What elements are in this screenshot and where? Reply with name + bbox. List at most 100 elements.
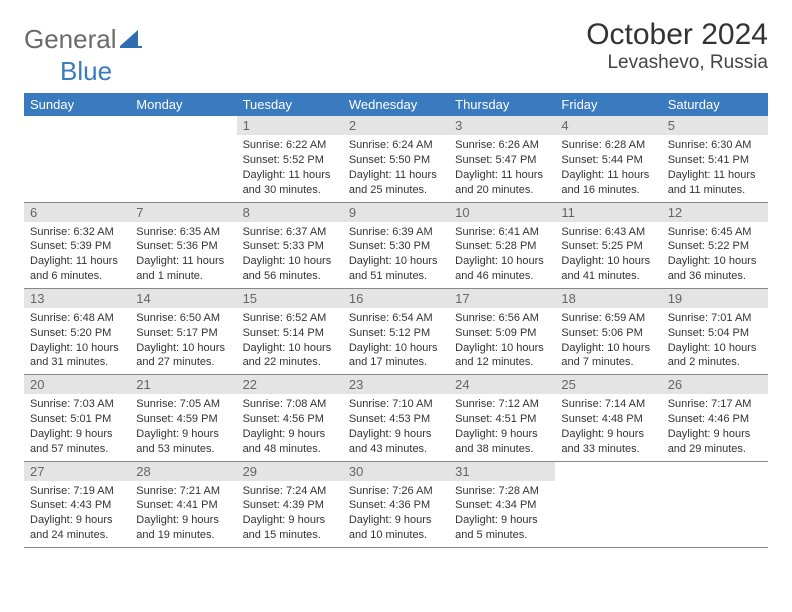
day-info: Sunrise: 7:05 AMSunset: 4:59 PMDaylight:… xyxy=(130,394,236,460)
sunset-text: Sunset: 5:47 PM xyxy=(455,153,549,168)
day-info: Sunrise: 7:17 AMSunset: 4:46 PMDaylight:… xyxy=(662,394,768,460)
day-number: 4 xyxy=(555,116,661,135)
calendar-cell: . xyxy=(24,116,130,202)
sunrise-text: Sunrise: 6:56 AM xyxy=(455,311,549,326)
day-number: 16 xyxy=(343,289,449,308)
calendar-week: ..1Sunrise: 6:22 AMSunset: 5:52 PMDaylig… xyxy=(24,116,768,202)
day-number: 19 xyxy=(662,289,768,308)
day-info: Sunrise: 7:26 AMSunset: 4:36 PMDaylight:… xyxy=(343,481,449,547)
sunset-text: Sunset: 5:25 PM xyxy=(561,239,655,254)
sunrise-text: Sunrise: 6:41 AM xyxy=(455,225,549,240)
calendar-cell: . xyxy=(130,116,236,202)
sunset-text: Sunset: 5:36 PM xyxy=(136,239,230,254)
day-number: 22 xyxy=(237,375,343,394)
calendar-cell: 4Sunrise: 6:28 AMSunset: 5:44 PMDaylight… xyxy=(555,116,661,202)
day-header: Saturday xyxy=(662,93,768,116)
calendar-cell: 13Sunrise: 6:48 AMSunset: 5:20 PMDayligh… xyxy=(24,288,130,374)
day-number: 15 xyxy=(237,289,343,308)
sunrise-text: Sunrise: 7:14 AM xyxy=(561,397,655,412)
sunset-text: Sunset: 5:28 PM xyxy=(455,239,549,254)
sunset-text: Sunset: 4:48 PM xyxy=(561,412,655,427)
daylight-text: Daylight: 11 hours and 1 minute. xyxy=(136,254,230,284)
sunrise-text: Sunrise: 7:05 AM xyxy=(136,397,230,412)
daylight-text: Daylight: 9 hours and 33 minutes. xyxy=(561,427,655,457)
calendar-cell: 1Sunrise: 6:22 AMSunset: 5:52 PMDaylight… xyxy=(237,116,343,202)
day-info: Sunrise: 6:50 AMSunset: 5:17 PMDaylight:… xyxy=(130,308,236,374)
calendar-cell: 22Sunrise: 7:08 AMSunset: 4:56 PMDayligh… xyxy=(237,375,343,461)
calendar-cell: 9Sunrise: 6:39 AMSunset: 5:30 PMDaylight… xyxy=(343,202,449,288)
sunrise-text: Sunrise: 6:24 AM xyxy=(349,138,443,153)
daylight-text: Daylight: 11 hours and 11 minutes. xyxy=(668,168,762,198)
sunset-text: Sunset: 5:09 PM xyxy=(455,326,549,341)
daylight-text: Daylight: 9 hours and 38 minutes. xyxy=(455,427,549,457)
sunrise-text: Sunrise: 6:52 AM xyxy=(243,311,337,326)
sunset-text: Sunset: 4:41 PM xyxy=(136,498,230,513)
day-info: Sunrise: 6:26 AMSunset: 5:47 PMDaylight:… xyxy=(449,135,555,201)
title-block: October 2024 Levashevo, Russia xyxy=(586,18,768,74)
calendar-cell: 24Sunrise: 7:12 AMSunset: 4:51 PMDayligh… xyxy=(449,375,555,461)
calendar-cell: 15Sunrise: 6:52 AMSunset: 5:14 PMDayligh… xyxy=(237,288,343,374)
location-label: Levashevo, Russia xyxy=(586,52,768,74)
day-info: Sunrise: 7:19 AMSunset: 4:43 PMDaylight:… xyxy=(24,481,130,547)
sunset-text: Sunset: 4:36 PM xyxy=(349,498,443,513)
day-number: 17 xyxy=(449,289,555,308)
day-header: Tuesday xyxy=(237,93,343,116)
sunset-text: Sunset: 4:56 PM xyxy=(243,412,337,427)
day-info: Sunrise: 7:28 AMSunset: 4:34 PMDaylight:… xyxy=(449,481,555,547)
day-header: Friday xyxy=(555,93,661,116)
day-info: Sunrise: 6:48 AMSunset: 5:20 PMDaylight:… xyxy=(24,308,130,374)
day-number: 10 xyxy=(449,203,555,222)
day-info: Sunrise: 7:21 AMSunset: 4:41 PMDaylight:… xyxy=(130,481,236,547)
day-info: Sunrise: 6:30 AMSunset: 5:41 PMDaylight:… xyxy=(662,135,768,201)
day-number: 14 xyxy=(130,289,236,308)
sunset-text: Sunset: 5:14 PM xyxy=(243,326,337,341)
sunset-text: Sunset: 5:30 PM xyxy=(349,239,443,254)
day-header-row: SundayMondayTuesdayWednesdayThursdayFrid… xyxy=(24,93,768,116)
sunrise-text: Sunrise: 6:22 AM xyxy=(243,138,337,153)
sunrise-text: Sunrise: 7:26 AM xyxy=(349,484,443,499)
day-info: Sunrise: 6:59 AMSunset: 5:06 PMDaylight:… xyxy=(555,308,661,374)
sunrise-text: Sunrise: 6:35 AM xyxy=(136,225,230,240)
sunset-text: Sunset: 5:17 PM xyxy=(136,326,230,341)
calendar-cell: 19Sunrise: 7:01 AMSunset: 5:04 PMDayligh… xyxy=(662,288,768,374)
day-info: Sunrise: 6:52 AMSunset: 5:14 PMDaylight:… xyxy=(237,308,343,374)
day-info: Sunrise: 6:41 AMSunset: 5:28 PMDaylight:… xyxy=(449,222,555,288)
calendar-cell: 29Sunrise: 7:24 AMSunset: 4:39 PMDayligh… xyxy=(237,461,343,547)
day-number: 3 xyxy=(449,116,555,135)
day-number: 20 xyxy=(24,375,130,394)
calendar-table: SundayMondayTuesdayWednesdayThursdayFrid… xyxy=(24,93,768,548)
calendar-cell: 14Sunrise: 6:50 AMSunset: 5:17 PMDayligh… xyxy=(130,288,236,374)
calendar-week: 20Sunrise: 7:03 AMSunset: 5:01 PMDayligh… xyxy=(24,375,768,461)
sunset-text: Sunset: 4:53 PM xyxy=(349,412,443,427)
day-info: Sunrise: 6:45 AMSunset: 5:22 PMDaylight:… xyxy=(662,222,768,288)
day-number: 23 xyxy=(343,375,449,394)
brand-general: General xyxy=(24,24,117,55)
sunrise-text: Sunrise: 7:03 AM xyxy=(30,397,124,412)
sunset-text: Sunset: 4:34 PM xyxy=(455,498,549,513)
calendar-cell: 18Sunrise: 6:59 AMSunset: 5:06 PMDayligh… xyxy=(555,288,661,374)
calendar-cell: 26Sunrise: 7:17 AMSunset: 4:46 PMDayligh… xyxy=(662,375,768,461)
daylight-text: Daylight: 10 hours and 41 minutes. xyxy=(561,254,655,284)
day-number: 27 xyxy=(24,462,130,481)
calendar-week: 6Sunrise: 6:32 AMSunset: 5:39 PMDaylight… xyxy=(24,202,768,288)
calendar-week: 27Sunrise: 7:19 AMSunset: 4:43 PMDayligh… xyxy=(24,461,768,547)
sunrise-text: Sunrise: 7:28 AM xyxy=(455,484,549,499)
sunrise-text: Sunrise: 7:24 AM xyxy=(243,484,337,499)
daylight-text: Daylight: 10 hours and 51 minutes. xyxy=(349,254,443,284)
day-number: 9 xyxy=(343,203,449,222)
day-number: 28 xyxy=(130,462,236,481)
day-info: Sunrise: 6:28 AMSunset: 5:44 PMDaylight:… xyxy=(555,135,661,201)
calendar-cell: 3Sunrise: 6:26 AMSunset: 5:47 PMDaylight… xyxy=(449,116,555,202)
daylight-text: Daylight: 11 hours and 30 minutes. xyxy=(243,168,337,198)
daylight-text: Daylight: 10 hours and 56 minutes. xyxy=(243,254,337,284)
sunset-text: Sunset: 4:51 PM xyxy=(455,412,549,427)
calendar-cell: 30Sunrise: 7:26 AMSunset: 4:36 PMDayligh… xyxy=(343,461,449,547)
sunrise-text: Sunrise: 6:28 AM xyxy=(561,138,655,153)
daylight-text: Daylight: 9 hours and 5 minutes. xyxy=(455,513,549,543)
daylight-text: Daylight: 10 hours and 27 minutes. xyxy=(136,341,230,371)
day-number: 8 xyxy=(237,203,343,222)
day-info: Sunrise: 7:12 AMSunset: 4:51 PMDaylight:… xyxy=(449,394,555,460)
sunset-text: Sunset: 4:59 PM xyxy=(136,412,230,427)
brand-sail-icon xyxy=(118,24,142,55)
day-info: Sunrise: 6:35 AMSunset: 5:36 PMDaylight:… xyxy=(130,222,236,288)
